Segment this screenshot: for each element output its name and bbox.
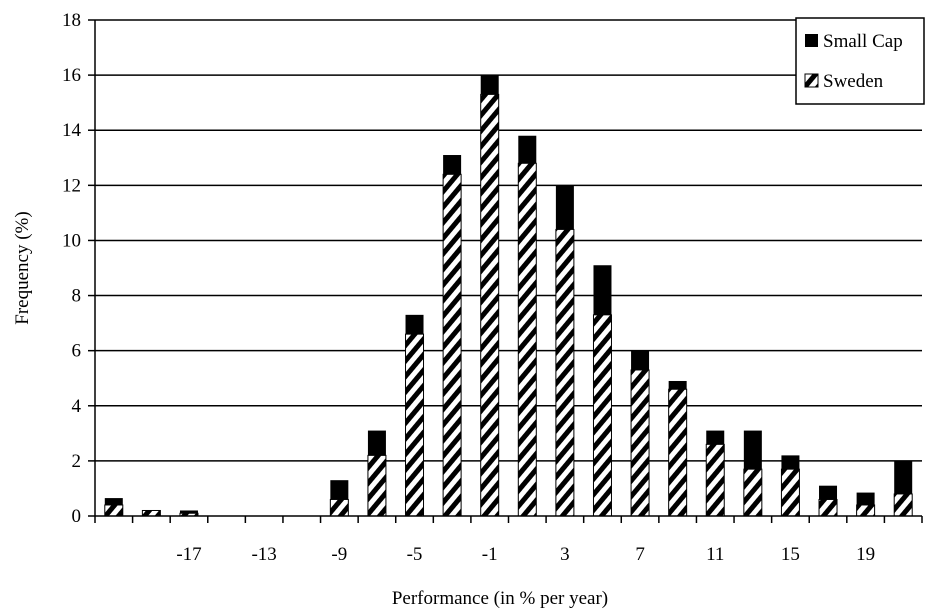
bar-sweden — [780, 468, 800, 517]
bar-sweden — [480, 93, 500, 517]
y-tick-label: 2 — [72, 451, 82, 472]
y-tick-label: 18 — [62, 10, 81, 31]
y-tick-label: 0 — [72, 506, 82, 527]
bar-sweden — [367, 454, 387, 517]
bar-small-cap — [330, 480, 349, 500]
bar-small-cap — [743, 430, 762, 470]
x-tick-label: -17 — [176, 544, 201, 565]
bar-small-cap — [179, 510, 198, 514]
y-tick-label: 16 — [62, 65, 81, 86]
bar-small-cap — [894, 460, 913, 494]
y-axis-label: Frequency (%) — [12, 211, 33, 324]
bar-small-cap — [104, 498, 123, 505]
x-tick-label: -5 — [407, 544, 423, 565]
bar-sweden — [668, 388, 688, 517]
x-tick-label: 15 — [781, 544, 800, 565]
y-tick-label: 6 — [72, 341, 82, 362]
y-tick-label: 12 — [62, 175, 81, 196]
gridlines — [95, 19, 922, 462]
x-tick-label: 7 — [635, 544, 645, 565]
x-tick-labels: -17 -13 -9 -5 -1 3 7 11 15 19 — [94, 516, 923, 565]
legend-label-sweden: Sweden — [823, 71, 884, 92]
bar-sweden — [630, 369, 650, 517]
x-tick-label: 19 — [856, 544, 875, 565]
y-tick-label: 4 — [72, 396, 82, 417]
legend-box — [795, 17, 925, 105]
bar-sweden — [818, 498, 838, 517]
bar-small-cap — [555, 185, 574, 230]
x-tick-label: -1 — [482, 544, 498, 565]
bar-small-cap — [443, 155, 462, 175]
x-tick-label: 11 — [706, 544, 724, 565]
bar-sweden — [893, 493, 913, 517]
bar-small-cap — [856, 492, 875, 505]
bar-sweden — [592, 314, 612, 517]
bar-sweden — [517, 162, 537, 517]
legend-label-small-cap: Small Cap — [823, 31, 903, 52]
bar-sweden — [555, 228, 575, 517]
bar-small-cap — [367, 430, 386, 456]
bar-small-cap — [593, 265, 612, 315]
y-tick-label: 14 — [62, 120, 82, 141]
x-tick-label: -13 — [251, 544, 276, 565]
x-axis-label: Performance (in % per year) — [392, 588, 608, 609]
x-tick-label: -9 — [331, 544, 347, 565]
bar-sweden — [405, 333, 425, 517]
bar-small-cap — [668, 380, 687, 390]
bars — [104, 75, 913, 517]
bar-sweden — [705, 443, 725, 517]
y-tick-label: 8 — [72, 286, 82, 307]
legend: Small Cap Sweden — [795, 17, 925, 105]
y-tick-labels: 0 2 4 6 8 10 12 14 16 18 — [62, 10, 95, 527]
bar-small-cap — [518, 135, 537, 164]
bar-small-cap — [480, 75, 499, 95]
bar-small-cap — [631, 350, 650, 370]
bar-sweden — [743, 468, 763, 517]
legend-swatch-sweden — [804, 73, 819, 88]
bar-sweden — [856, 504, 876, 517]
bar-sweden — [104, 504, 124, 517]
bar-small-cap — [405, 314, 424, 335]
bar-small-cap — [819, 485, 838, 500]
bar-sweden — [141, 509, 161, 517]
bar-small-cap — [706, 430, 725, 445]
bar-sweden — [442, 173, 462, 517]
bar-small-cap — [781, 455, 800, 470]
legend-swatch-small-cap — [805, 34, 818, 47]
y-tick-label: 10 — [62, 230, 81, 251]
bar-sweden — [329, 498, 349, 517]
x-tick-label: 3 — [560, 544, 570, 565]
